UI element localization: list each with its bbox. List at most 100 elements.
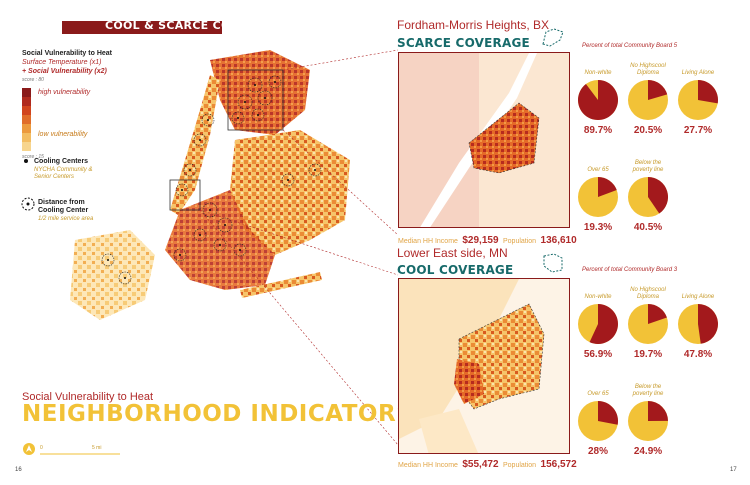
indicator-pie (678, 80, 718, 125)
pie-chart (628, 401, 668, 441)
fordham-coverage: SCARCE COVERAGE (397, 36, 530, 50)
header-band (62, 21, 222, 34)
indicator-value: 47.8% (683, 349, 713, 360)
cooling-centers-sub: NYCHA Community & Senior Centers (34, 167, 93, 180)
les-coverage: COOL COVERAGE (397, 263, 514, 277)
les-stats: Median HH Income $55,472 Population 156,… (398, 454, 577, 472)
les-pop-label: Population (502, 462, 537, 469)
les-pct-title: Percent of total Community Board 3 (582, 267, 678, 273)
pie-chart (628, 80, 668, 120)
indicator-pie (578, 80, 618, 125)
pie-value-slice (648, 80, 668, 100)
pie-chart (628, 304, 668, 344)
indicator-value: 56.9% (583, 349, 613, 360)
indicator-pie (628, 401, 668, 446)
indicator-value: 20.5% (633, 125, 663, 136)
fordham-pop-value: 136,610 (540, 235, 577, 246)
queens-area (230, 130, 350, 255)
fordham-outline-icon (542, 28, 564, 47)
north-arrow-scale-icon (23, 443, 120, 455)
indicator-value: 19.7% (633, 349, 663, 360)
brooklyn-area (165, 190, 275, 290)
indicator-pie (628, 177, 668, 222)
indicator-label: Below the poverty line (632, 384, 664, 397)
legend-line2: + Social Vulnerability (x2) (22, 68, 107, 75)
indicator-label: Living Alone (681, 70, 715, 76)
nyc-map (70, 50, 350, 320)
fordham-detail-map (399, 53, 569, 227)
les-pop-value: 156,572 (540, 459, 577, 470)
fordham-place: Fordham-Morris Heights, BX (397, 18, 550, 32)
fordham-pop-label: Population (502, 238, 537, 245)
legend-high-label: high vulnerability (38, 89, 91, 96)
indicator-label: No Highscool Diploma (630, 63, 666, 76)
legend-score-low: score : 15 (22, 154, 44, 160)
indicator-pie (628, 80, 668, 125)
fordham-income-value: $29,159 (462, 235, 499, 246)
indicator-pie (628, 304, 668, 349)
indicator-label: Below the poverty line (632, 160, 664, 173)
scale-end: 5 mi (92, 445, 102, 451)
page-number-left: 16 (15, 467, 22, 473)
legend-color-ramp (22, 88, 31, 151)
indicator-label: No Highscool Diploma (630, 287, 666, 300)
distance-sub: 1/2 mile service area (38, 216, 94, 222)
indicator-value: 24.9% (633, 446, 663, 457)
indicator-pie (578, 177, 618, 222)
indicator-value: 19.3% (583, 222, 613, 233)
cooling-center-icon (24, 159, 28, 163)
scale-start: 0 (40, 445, 43, 451)
indicator-value: 40.5% (633, 222, 663, 233)
distance-title: Distance from Cooling Center (38, 199, 89, 214)
indicator-label: Living Alone (681, 294, 715, 300)
staten-island-area (70, 230, 155, 320)
fordham-focus-box (227, 69, 284, 131)
les-map-frame (398, 278, 570, 454)
pie-chart (578, 80, 618, 120)
pie-chart (578, 177, 618, 217)
page-title: COOL & SCARCE COVERAGE (105, 19, 282, 32)
indicator-pie (578, 401, 618, 446)
pie-value-slice (578, 80, 618, 120)
indicator-value: 27.7% (683, 125, 713, 136)
pie-chart (628, 177, 668, 217)
legend-score-high: score : 80 (22, 77, 44, 83)
bronx-area (210, 50, 310, 135)
indicator-value: 28% (587, 446, 608, 457)
les-outline-icon (543, 253, 563, 273)
pie-value-slice (648, 401, 668, 421)
pie-chart (678, 80, 718, 120)
fordham-map-frame (398, 52, 570, 228)
indicator-label: Over 65 (587, 167, 609, 173)
cooling-centers-title: Cooling Centers (34, 158, 89, 165)
pie-value-slice (698, 80, 718, 104)
pie-value-slice (648, 304, 667, 324)
pie-chart (578, 401, 618, 441)
indicator-label: Non-white (584, 70, 612, 76)
fordham-stats: Median HH Income $29,159 Population 136,… (398, 230, 577, 248)
rockaway-area (240, 272, 322, 298)
legend-line1: Surface Temperature (x1) (22, 59, 102, 66)
fordham-income-label: Median HH Income (398, 238, 458, 245)
indicator-pie (678, 304, 718, 349)
les-focus-box (169, 179, 201, 211)
legend-title: Social Vulnerability to Heat (22, 50, 112, 57)
indicator-value: 89.7% (583, 125, 613, 136)
footer-subtitle: Social Vulnerability to Heat (22, 391, 154, 403)
indicator-pie (578, 304, 618, 349)
les-place: Lower East side, MN (397, 246, 508, 260)
pie-value-slice (598, 401, 618, 425)
pie-value-slice (648, 177, 668, 214)
les-income-label: Median HH Income (398, 462, 458, 469)
footer-main-title: NEIGHBORHOOD INDICATORS (22, 401, 414, 427)
pie-chart (578, 304, 618, 344)
pie-chart (678, 304, 718, 344)
legend: Social Vulnerability to Heat Surface Tem… (22, 49, 132, 162)
service-area-icon (21, 197, 35, 211)
page-number-right: 17 (730, 467, 737, 473)
indicator-label: Non-white (584, 294, 612, 300)
pie-value-slice (589, 304, 618, 344)
indicator-label: Over 65 (587, 391, 609, 397)
fordham-pct-title: Percent of total Community Board 5 (582, 43, 678, 49)
